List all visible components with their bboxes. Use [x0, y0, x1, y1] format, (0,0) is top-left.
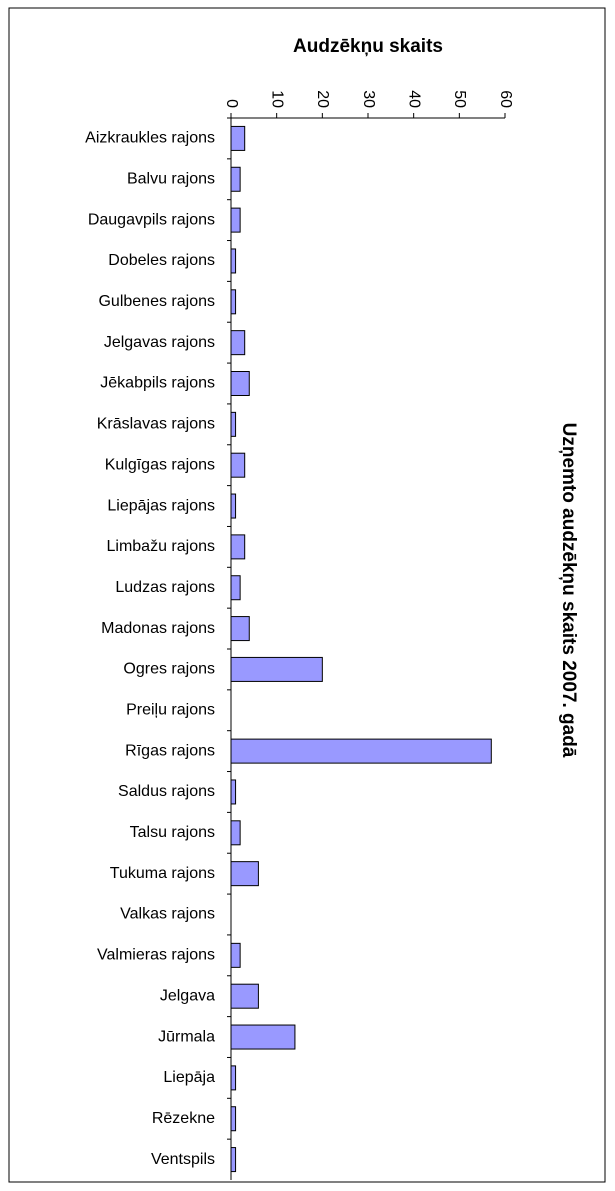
y-tick-label: Talsu rajons — [130, 824, 215, 841]
bar — [230, 983, 259, 1009]
bar — [230, 861, 259, 887]
y-tick-label: Saldus rajons — [118, 783, 215, 800]
y-tick-label: Valkas rajons — [120, 906, 215, 923]
bar — [230, 248, 237, 274]
bar — [230, 452, 246, 478]
bar — [230, 1147, 237, 1173]
y-tick-label: Jūrmala — [158, 1028, 215, 1045]
bar — [230, 820, 241, 846]
x-tick-label: 50 — [451, 90, 468, 108]
y-tick-label: Aizkraukles rajons — [85, 130, 215, 147]
y-tick-label: Krāslavas rajons — [97, 416, 215, 433]
x-tick-label: 20 — [314, 90, 331, 108]
bar — [230, 207, 241, 233]
y-tick-label: Ventspils — [151, 1151, 215, 1168]
bar — [230, 330, 246, 356]
y-tick-label: Daugavpils rajons — [88, 211, 215, 228]
bar — [230, 575, 241, 601]
bar — [230, 411, 237, 437]
bar — [230, 1106, 237, 1132]
bar — [230, 289, 237, 315]
y-tick-label: Ludzas rajons — [115, 579, 215, 596]
bar — [230, 1065, 237, 1091]
bar — [230, 125, 246, 151]
x-tick-label: 0 — [223, 99, 240, 108]
y-tick-label: Balvu rajons — [127, 170, 215, 187]
y-tick-label: Jelgava — [160, 987, 215, 1004]
bar — [230, 371, 250, 396]
chart-title: Uzņemto audzēkņu skaits 2007. gadā — [558, 423, 579, 758]
y-tick-label: Kulgīgas rajons — [105, 456, 215, 473]
bar — [230, 166, 241, 192]
bar — [230, 493, 237, 519]
y-tick-label: Preiļu rajons — [126, 701, 215, 718]
bar — [230, 738, 492, 764]
y-tick-label: Valmieras rajons — [97, 947, 215, 964]
y-tick-label: Rīgas rajons — [125, 742, 215, 759]
y-tick-label: Liepājas rajons — [107, 497, 215, 514]
x-tick-label: 40 — [405, 90, 422, 108]
y-tick-label: Liepāja — [163, 1069, 215, 1086]
y-tick-label: Ogres rajons — [123, 661, 215, 678]
bar — [230, 942, 241, 968]
x-tick-label: 30 — [360, 90, 377, 108]
y-tick-label: Limbažu rajons — [107, 538, 216, 555]
y-tick-label: Dobeles rajons — [108, 252, 215, 269]
axis-label: Audzēkņu skaits — [293, 36, 443, 57]
bar — [230, 656, 323, 682]
y-tick-label: Tukuma rajons — [110, 865, 215, 882]
bar — [230, 616, 250, 642]
y-tick-label: Madonas rajons — [101, 620, 215, 637]
y-tick-label: Rēzekne — [152, 1110, 215, 1127]
y-tick-label: Gulbenes rajons — [98, 293, 215, 310]
y-tick-label: Jelgavas rajons — [104, 334, 215, 351]
bar — [230, 534, 246, 560]
x-tick-label: 60 — [497, 90, 514, 108]
y-tick-label: Jēkabpils rajons — [100, 375, 215, 392]
bar — [230, 779, 237, 805]
bar — [230, 1024, 296, 1050]
x-tick-label: 10 — [268, 90, 285, 108]
frame — [8, 7, 606, 1183]
